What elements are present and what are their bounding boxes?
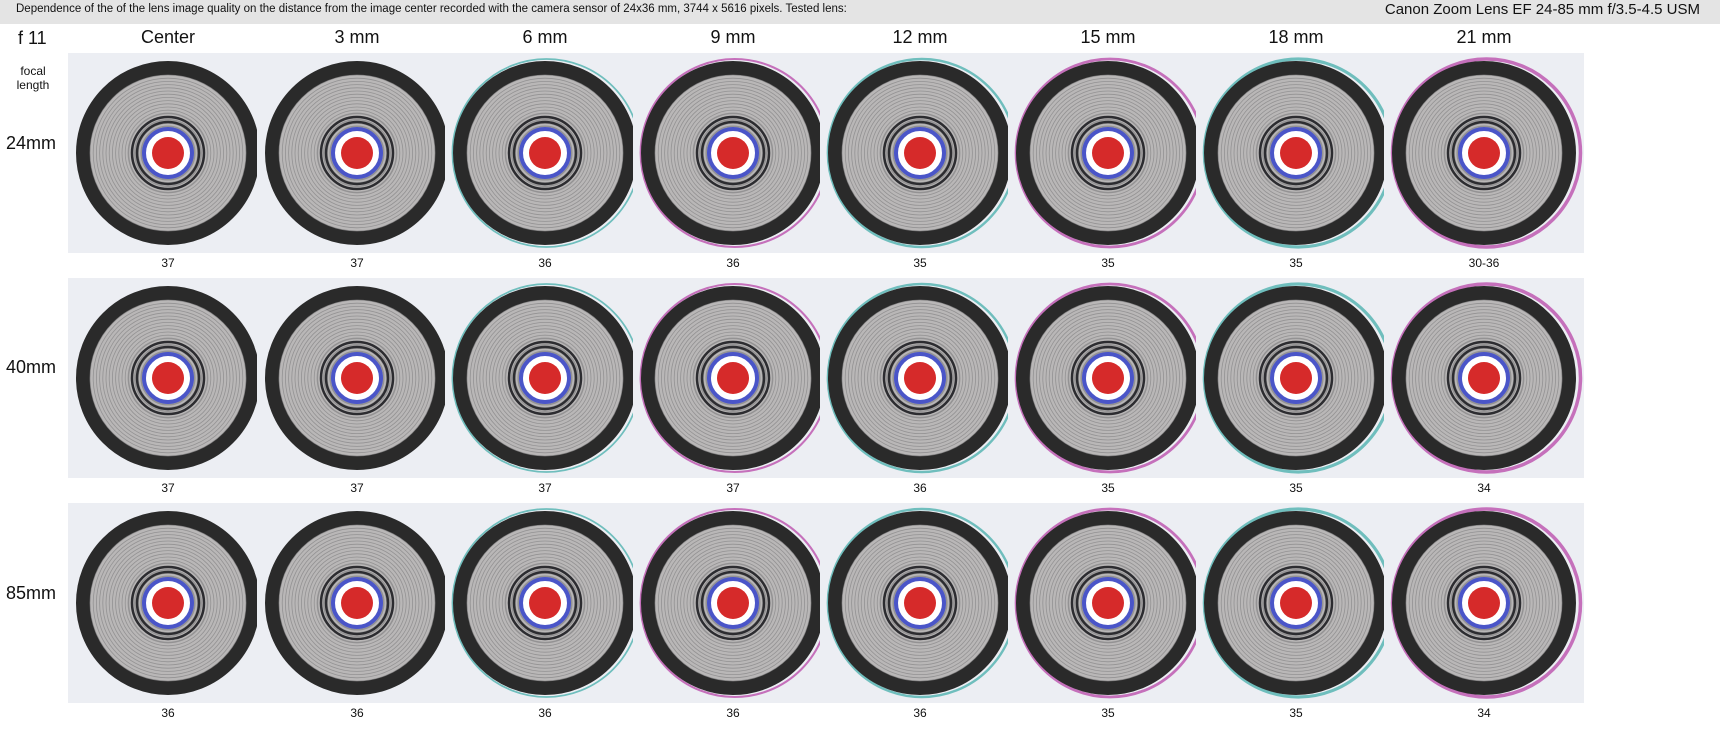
description-text: Dependence of the of the lens image qual… [16,3,847,15]
siemens-ring-target-icon [820,53,1020,253]
test-target-image [1384,53,1584,253]
siemens-ring-target-icon [68,503,268,703]
siemens-ring-target-icon [1384,53,1584,253]
focal-length-label: focal length [16,64,50,92]
test-target-image [445,53,645,253]
column-header: 15 mm [1080,27,1136,47]
siemens-ring-target-icon [68,278,268,478]
resolution-score: 36 [538,256,552,270]
test-target-image [633,53,833,253]
siemens-ring-target-icon [1196,503,1396,703]
row-header-focal-length: 24mm [6,133,57,153]
test-target-image [1008,503,1208,703]
test-target-image [1384,278,1584,478]
resolution-score: 35 [1101,706,1115,720]
test-target-image [445,278,645,478]
test-target-image [1196,278,1396,478]
resolution-score: 36 [350,706,364,720]
siemens-ring-target-icon [257,53,457,253]
siemens-ring-target-icon [1384,503,1584,703]
test-target-image [1196,503,1396,703]
test-target-image [1008,278,1208,478]
siemens-ring-target-icon [445,503,645,703]
test-target-image [68,278,268,478]
resolution-score: 37 [726,481,740,495]
column-header: 18 mm [1268,27,1324,47]
test-target-image [1384,503,1584,703]
resolution-score: 37 [350,256,364,270]
resolution-score: 36 [913,706,927,720]
column-header: Center [140,27,196,47]
resolution-score: 34 [1477,481,1491,495]
column-header: 9 mm [710,27,756,47]
resolution-score: 36 [161,706,175,720]
resolution-score: 35 [1101,481,1115,495]
row-header-focal-length: 85mm [6,583,57,603]
siemens-ring-target-icon [1008,503,1208,703]
siemens-ring-target-icon [1196,53,1396,253]
aperture-label: f 11 [18,28,47,48]
resolution-score: 30-36 [1468,256,1500,270]
siemens-ring-target-icon [820,503,1020,703]
resolution-score: 34 [1477,706,1491,720]
lens-name: Canon Zoom Lens EF 24-85 mm f/3.5-4.5 US… [1384,1,1700,18]
siemens-ring-target-icon [633,503,833,703]
resolution-score: 36 [726,706,740,720]
siemens-ring-target-icon [1008,53,1208,253]
siemens-ring-target-icon [820,278,1020,478]
column-header: 12 mm [892,27,948,47]
title-bar: Dependence of the of the lens image qual… [0,0,1720,24]
siemens-ring-target-icon [445,53,645,253]
test-target-image [820,278,1020,478]
resolution-score: 35 [1289,481,1303,495]
test-target-image [1008,53,1208,253]
resolution-score: 35 [1289,256,1303,270]
resolution-score: 36 [538,706,552,720]
siemens-ring-target-icon [257,503,457,703]
column-header: 21 mm [1456,27,1512,47]
test-target-image [257,53,457,253]
resolution-score: 37 [161,481,175,495]
resolution-score: 36 [913,481,927,495]
siemens-ring-target-icon [1008,278,1208,478]
resolution-score: 36 [726,256,740,270]
resolution-score: 37 [538,481,552,495]
test-target-image [633,278,833,478]
test-target-image [820,53,1020,253]
test-target-image [633,503,833,703]
test-target-image [1196,53,1396,253]
test-target-image [68,53,268,253]
siemens-ring-target-icon [68,53,268,253]
siemens-ring-target-icon [1196,278,1396,478]
siemens-ring-target-icon [633,278,833,478]
siemens-ring-target-icon [1384,278,1584,478]
test-target-image [68,503,268,703]
resolution-score: 37 [161,256,175,270]
row-header-focal-length: 40mm [6,357,57,377]
siemens-ring-target-icon [257,278,457,478]
resolution-score: 35 [913,256,927,270]
test-target-image [820,503,1020,703]
test-target-image [445,503,645,703]
test-target-image [257,503,457,703]
siemens-ring-target-icon [445,278,645,478]
column-header: 3 mm [334,27,380,47]
resolution-score: 35 [1101,256,1115,270]
test-target-image [257,278,457,478]
resolution-score: 35 [1289,706,1303,720]
column-header: 6 mm [522,27,568,47]
siemens-ring-target-icon [633,53,833,253]
resolution-score: 37 [350,481,364,495]
